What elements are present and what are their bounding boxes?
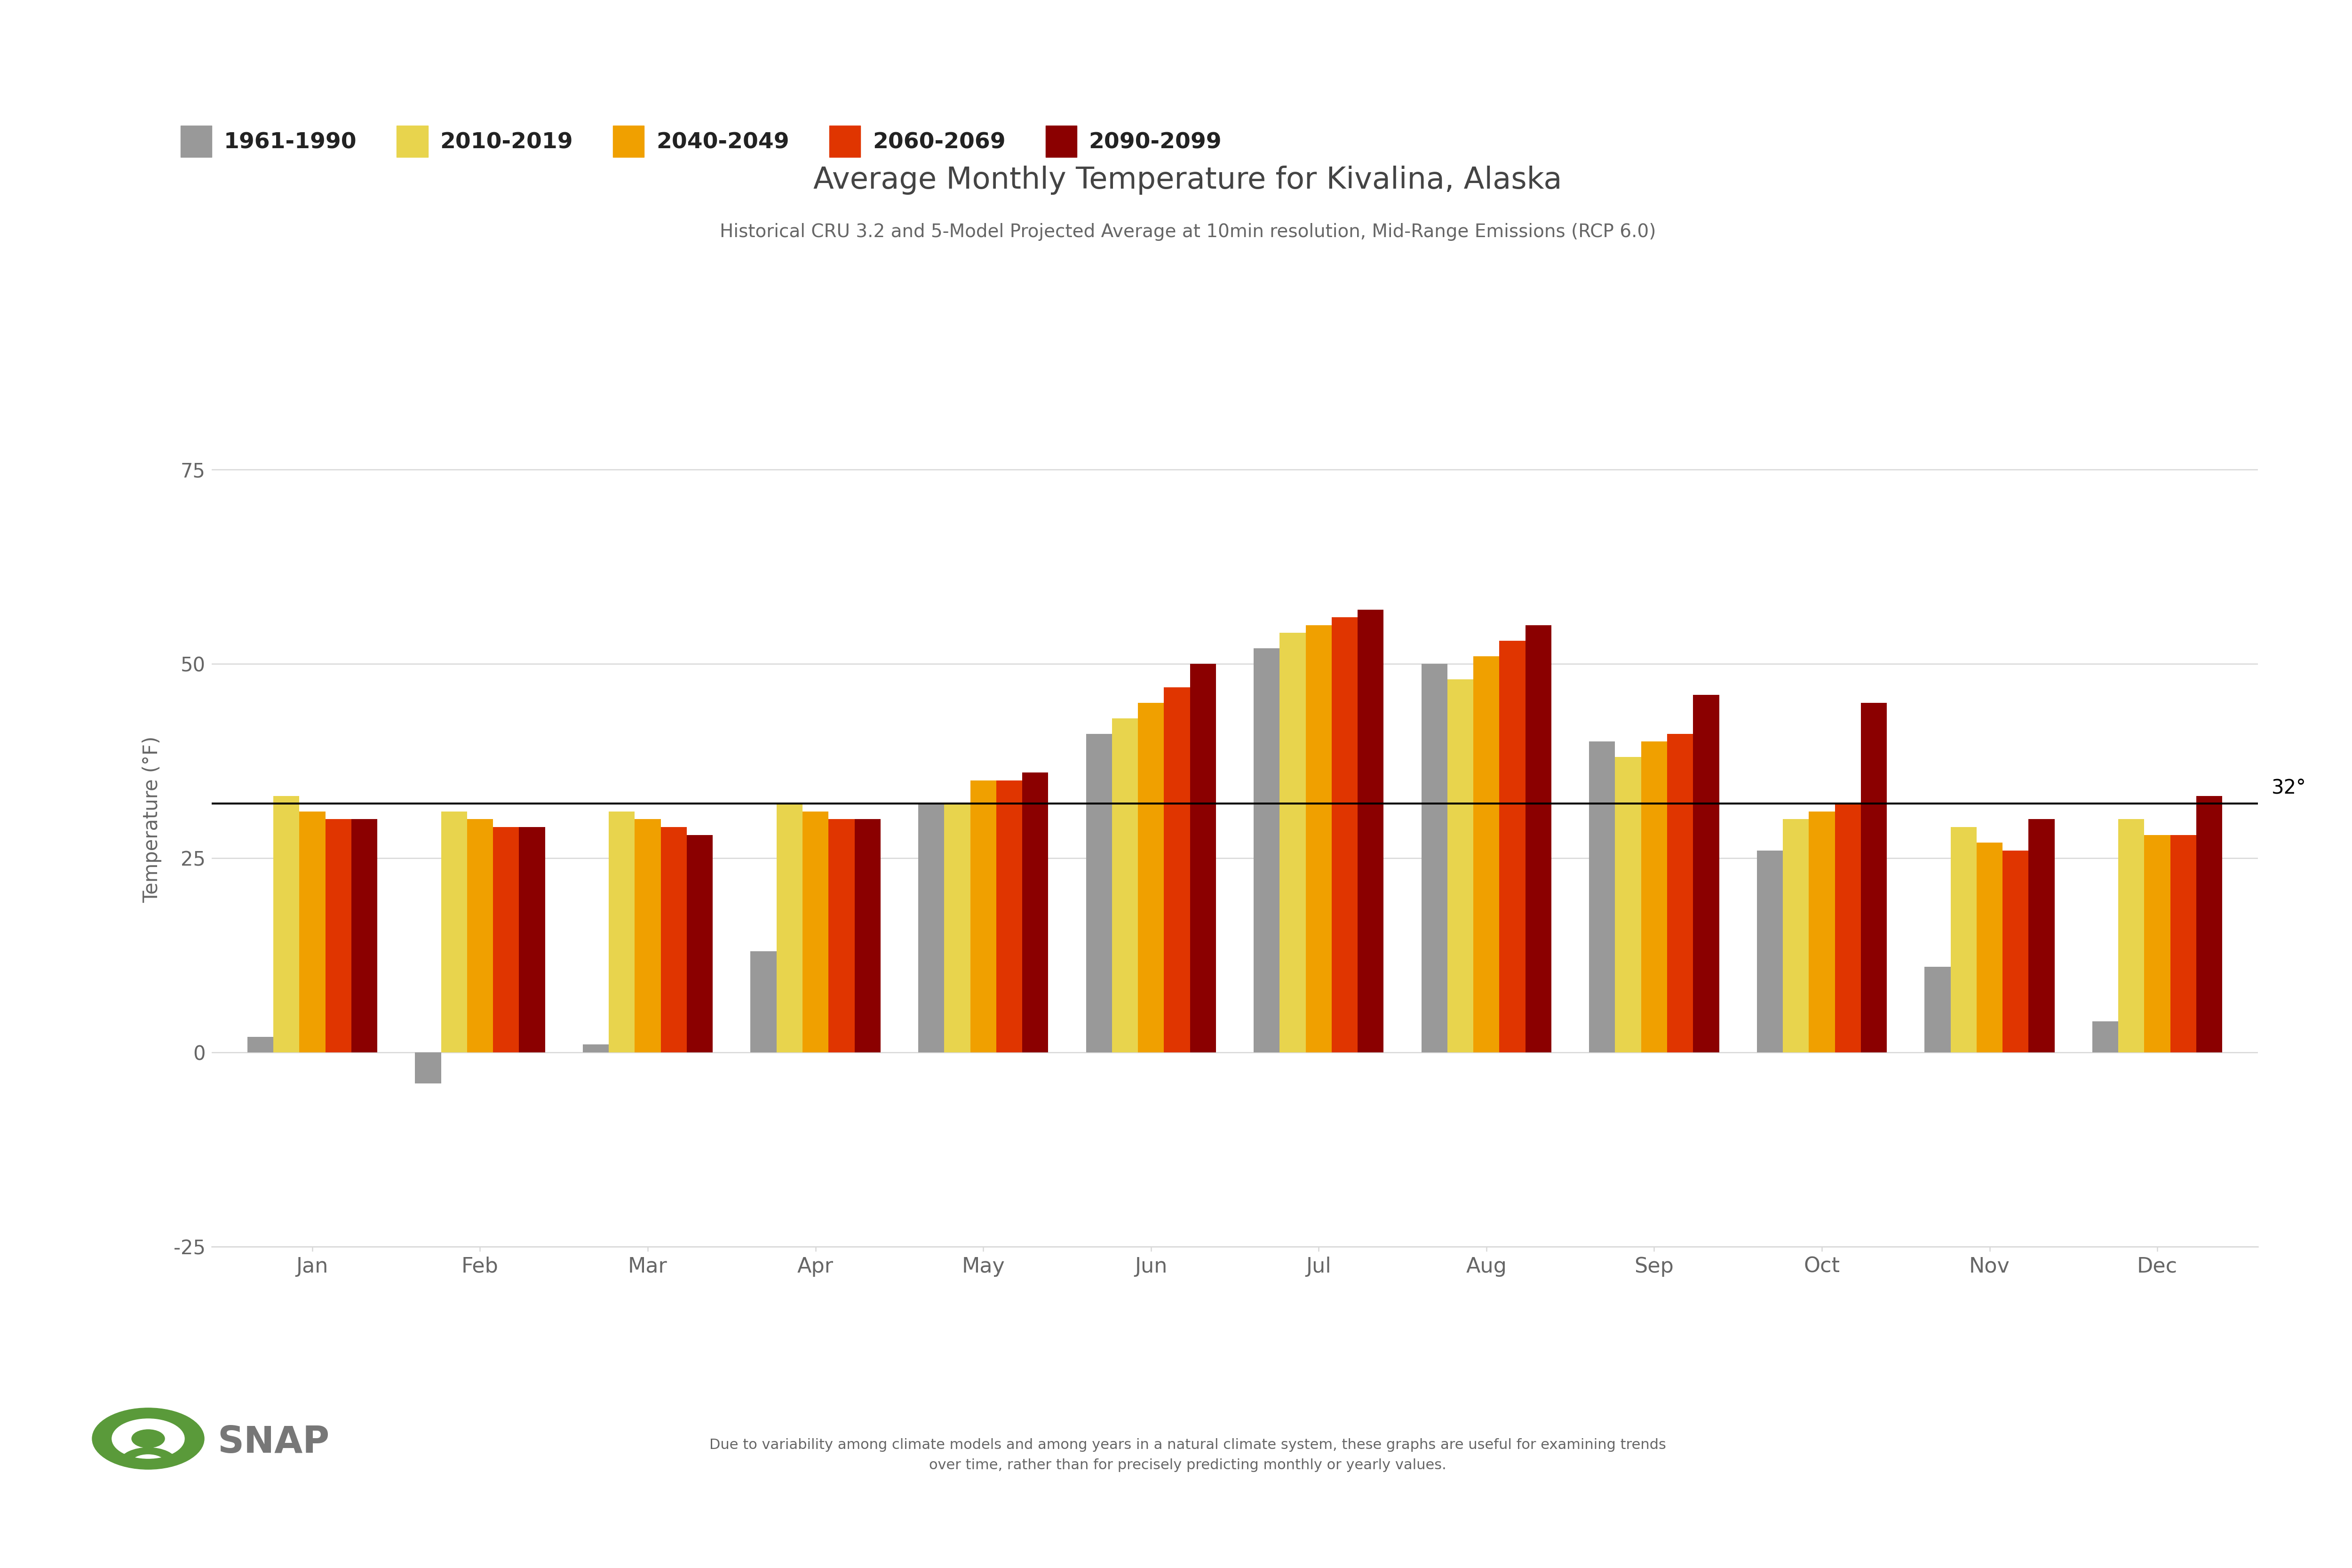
Bar xyxy=(1087,734,1112,1052)
Bar xyxy=(802,812,828,1052)
Legend: 1961-1990, 2010-2019, 2040-2049, 2060-2069, 2090-2099: 1961-1990, 2010-2019, 2040-2049, 2060-20… xyxy=(172,118,1230,166)
Text: SNAP: SNAP xyxy=(216,1424,329,1460)
Bar xyxy=(776,804,802,1052)
Bar xyxy=(997,781,1023,1052)
Bar xyxy=(1924,967,1950,1052)
Bar xyxy=(2027,818,2056,1052)
Bar xyxy=(1642,742,1668,1052)
Bar xyxy=(247,1036,273,1052)
Text: Due to variability among climate models and among years in a natural climate sys: Due to variability among climate models … xyxy=(710,1438,1665,1472)
Bar xyxy=(414,1052,442,1083)
Bar xyxy=(299,812,325,1052)
Circle shape xyxy=(132,1430,165,1447)
Bar xyxy=(468,818,494,1052)
Bar xyxy=(828,818,854,1052)
Bar xyxy=(2197,797,2223,1052)
Bar xyxy=(442,812,468,1052)
Bar xyxy=(635,818,661,1052)
Bar xyxy=(1023,773,1049,1052)
Text: 32°: 32° xyxy=(2272,778,2305,798)
Bar xyxy=(917,804,943,1052)
Bar xyxy=(2093,1021,2119,1052)
Text: Historical CRU 3.2 and 5-Model Projected Average at 10min resolution, Mid-Range : Historical CRU 3.2 and 5-Model Projected… xyxy=(720,223,1656,241)
Bar xyxy=(1305,626,1331,1052)
Bar xyxy=(943,804,971,1052)
Bar xyxy=(2119,818,2145,1052)
Bar xyxy=(1590,742,1616,1052)
Bar xyxy=(350,818,376,1052)
Bar xyxy=(750,952,776,1052)
Bar xyxy=(1860,702,1886,1052)
Y-axis label: Temperature (°F): Temperature (°F) xyxy=(141,735,162,903)
Bar xyxy=(583,1044,609,1052)
Bar xyxy=(2171,834,2197,1052)
Bar xyxy=(1835,804,1860,1052)
Bar xyxy=(661,826,687,1052)
Bar xyxy=(1976,842,2002,1052)
Bar xyxy=(1254,649,1279,1052)
Bar xyxy=(1526,626,1552,1052)
Bar xyxy=(971,781,997,1052)
Bar xyxy=(1138,702,1164,1052)
Bar xyxy=(2145,834,2171,1052)
Wedge shape xyxy=(120,1447,176,1463)
Bar xyxy=(609,812,635,1052)
Bar xyxy=(1757,850,1783,1052)
Bar xyxy=(1112,718,1138,1052)
Bar xyxy=(1421,663,1446,1052)
Bar xyxy=(273,797,299,1052)
Bar xyxy=(494,826,520,1052)
Bar xyxy=(1498,641,1526,1052)
Bar xyxy=(520,826,546,1052)
Bar xyxy=(1279,633,1305,1052)
Bar xyxy=(1331,618,1357,1052)
Bar xyxy=(1190,663,1216,1052)
Circle shape xyxy=(92,1408,205,1469)
Bar xyxy=(1693,695,1719,1052)
Bar xyxy=(1164,687,1190,1052)
Bar xyxy=(1472,655,1498,1052)
Bar xyxy=(325,818,350,1052)
Bar xyxy=(854,818,880,1052)
Text: Average Monthly Temperature for Kivalina, Alaska: Average Monthly Temperature for Kivalina… xyxy=(814,166,1562,194)
Bar xyxy=(1616,757,1642,1052)
Circle shape xyxy=(113,1419,183,1458)
Bar xyxy=(1950,826,1976,1052)
Bar xyxy=(1668,734,1693,1052)
Bar xyxy=(1809,812,1835,1052)
Bar xyxy=(1446,679,1472,1052)
Bar xyxy=(687,834,713,1052)
Bar xyxy=(1357,610,1383,1052)
Bar xyxy=(2002,850,2027,1052)
Bar xyxy=(1783,818,1809,1052)
